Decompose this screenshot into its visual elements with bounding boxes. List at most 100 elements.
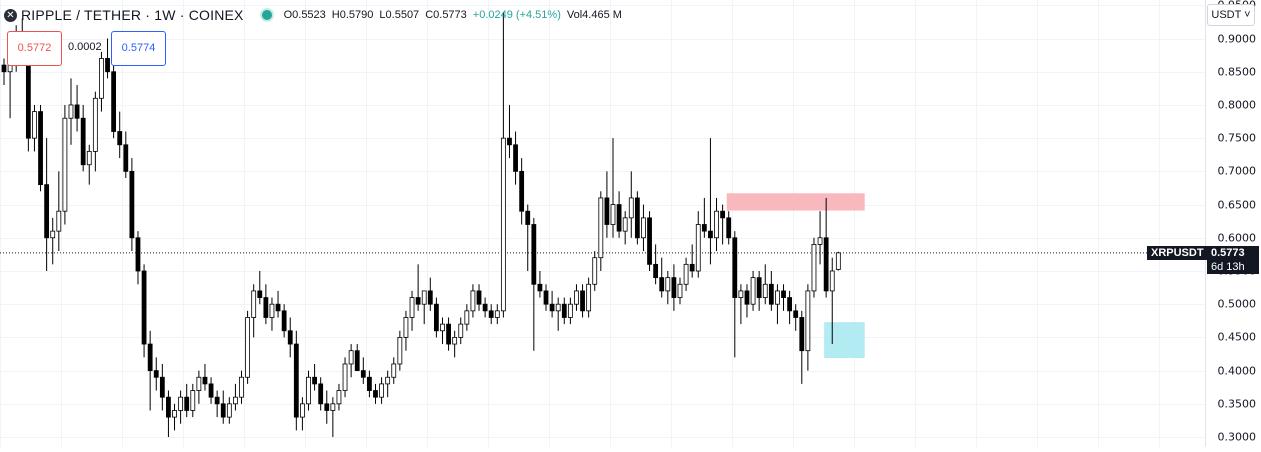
- candle-up: [470, 290, 476, 312]
- candle-up: [56, 210, 62, 232]
- candle-down: [366, 376, 372, 391]
- candle-up: [452, 337, 458, 345]
- candle-down: [318, 383, 324, 405]
- candle-up: [762, 283, 768, 298]
- candle-down: [531, 224, 537, 285]
- low-value: 0.5507: [385, 9, 420, 21]
- candle-down: [166, 396, 171, 418]
- candle-up: [397, 337, 403, 365]
- candle-down: [756, 277, 762, 298]
- candle-down: [701, 224, 707, 232]
- candle-up: [190, 390, 196, 411]
- candle-down: [141, 270, 147, 345]
- candle-down: [312, 376, 317, 385]
- price-tick-label: 0.6000: [1217, 231, 1257, 245]
- candle-down: [74, 104, 80, 119]
- candle-down: [476, 290, 482, 305]
- candle-up: [68, 104, 74, 119]
- candle-down: [433, 303, 439, 332]
- candle-up: [628, 197, 634, 219]
- open-label: O: [283, 9, 293, 21]
- candle-down: [44, 184, 50, 239]
- candle-up: [695, 224, 701, 272]
- price-tick-label: 0.4500: [1217, 330, 1257, 344]
- candle-up: [403, 317, 409, 338]
- candle-down: [659, 277, 665, 292]
- candle-down: [117, 131, 123, 146]
- candle-up: [233, 396, 238, 405]
- high-value: 0.5790: [339, 9, 374, 21]
- candle-up: [172, 410, 177, 418]
- symbol-title[interactable]: RIPPLE / TETHER · 1W · COINEX: [21, 7, 244, 23]
- candle-up: [306, 376, 311, 405]
- spread-value: 0.0002: [68, 41, 102, 53]
- candle-up: [567, 303, 573, 318]
- candle-up: [641, 217, 646, 239]
- close-icon[interactable]: ✕: [4, 8, 17, 22]
- currency-dropdown-button[interactable]: USDT ˅: [1207, 4, 1255, 26]
- volume-label: Vol: [566, 9, 583, 21]
- volume-value: 4.465 M: [582, 9, 622, 21]
- candle-up: [269, 303, 275, 318]
- candle-up: [622, 217, 628, 232]
- price-tick-label: 0.3500: [1217, 397, 1257, 411]
- candle-down: [111, 71, 117, 132]
- chart-plot-area[interactable]: [0, 0, 1205, 447]
- candle-down: [647, 217, 652, 265]
- candle-down: [781, 290, 786, 298]
- candlestick-chart[interactable]: [0, 0, 1205, 447]
- market-status-icon: [259, 8, 274, 22]
- candle-down: [604, 197, 610, 225]
- candle-up: [586, 283, 592, 312]
- demand-zone: [824, 322, 865, 358]
- candle-up: [245, 317, 251, 378]
- sell-button[interactable]: 0.5772: [7, 31, 62, 66]
- candle-down: [671, 277, 677, 298]
- candle-down: [373, 390, 378, 398]
- candle-down: [793, 310, 799, 318]
- candle-up: [665, 277, 671, 292]
- candle-down: [744, 290, 750, 305]
- candle-up: [226, 403, 232, 418]
- candle-up: [440, 323, 445, 332]
- candle-down: [147, 343, 153, 372]
- candle-up: [86, 151, 92, 166]
- candle-up: [330, 403, 336, 411]
- candle-down: [214, 396, 220, 405]
- price-axis[interactable]: 0.95000.90000.85000.80000.75000.70000.65…: [1205, 0, 1261, 447]
- candle-down: [616, 204, 622, 232]
- candle-down: [257, 290, 263, 298]
- candle-up: [342, 363, 348, 391]
- candle-up: [391, 363, 397, 378]
- candle-down: [513, 144, 518, 172]
- candle-down: [129, 170, 135, 239]
- candle-up: [62, 117, 68, 212]
- price-tick-label: 0.8500: [1217, 65, 1257, 79]
- candle-down: [580, 290, 585, 312]
- last-price-badge: 0.5773: [1207, 245, 1259, 260]
- candle-up: [592, 257, 598, 285]
- candle-up: [196, 376, 202, 391]
- buy-button[interactable]: 0.5774: [111, 31, 166, 66]
- candle-down: [281, 310, 287, 332]
- candle-down: [732, 237, 738, 298]
- candle-up: [348, 350, 354, 365]
- candle-down: [354, 350, 360, 372]
- candle-up: [835, 252, 841, 270]
- price-tick-label: 0.8000: [1217, 98, 1257, 112]
- candle-down: [159, 376, 165, 398]
- candle-up: [817, 237, 823, 245]
- candle-up: [385, 376, 391, 385]
- price-tick-label: 0.4000: [1217, 364, 1257, 378]
- candle-up: [811, 244, 817, 292]
- candle-up: [99, 58, 104, 99]
- candle-down: [799, 317, 805, 352]
- candle-down: [287, 330, 293, 345]
- candle-up: [805, 290, 811, 352]
- candle-down: [708, 230, 713, 239]
- candle-down: [184, 396, 190, 411]
- candle-up: [683, 263, 689, 285]
- price-tick-label: 0.7000: [1217, 164, 1257, 178]
- candle-down: [275, 303, 281, 312]
- candle-down: [482, 303, 488, 312]
